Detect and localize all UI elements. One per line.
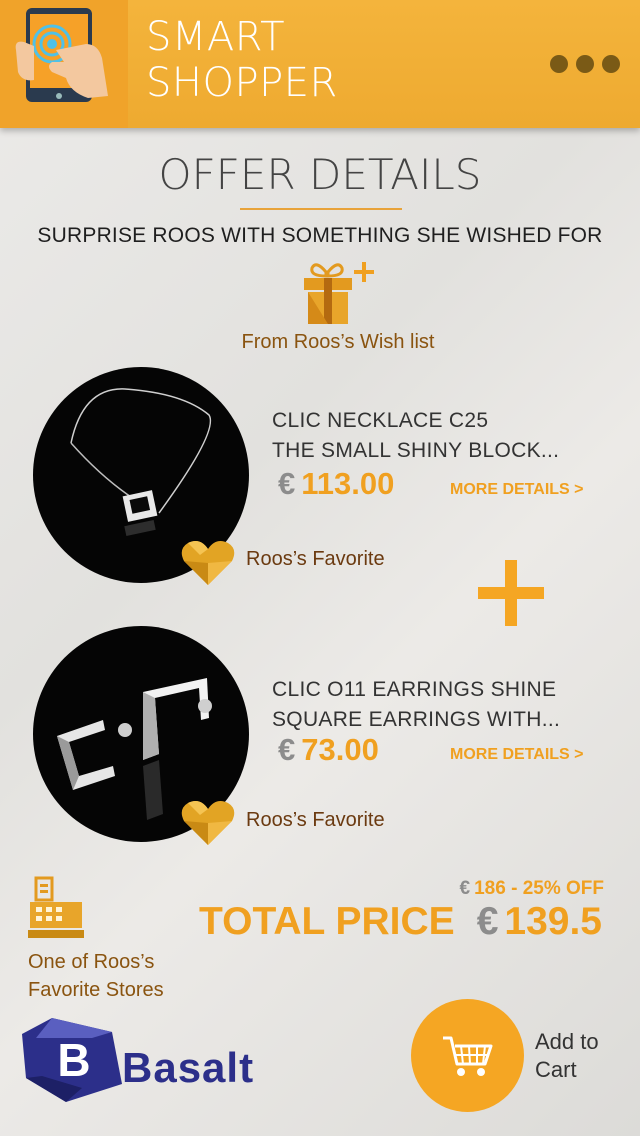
product-name-line1: CLIC NECKLACE C25 xyxy=(272,409,489,432)
currency-symbol: € xyxy=(278,466,296,501)
more-details-link[interactable]: MORE DETAILS > xyxy=(450,481,584,498)
store-name: Basalt xyxy=(122,1044,255,1091)
product-name-line2: THE SMALL SHINY BLOCK... xyxy=(272,439,560,462)
tablet-touch-icon xyxy=(15,8,108,102)
original-price: €186 - 25% OFF xyxy=(460,878,604,900)
original-price-value: 186 - 25% OFF xyxy=(474,878,604,899)
add-to-cart-button[interactable] xyxy=(411,999,524,1112)
more-dots-icon[interactable] xyxy=(550,55,620,73)
product-name-earrings[interactable]: CLIC O11 EARRINGS SHINE SQUARE EARRINGS … xyxy=(272,675,560,735)
shopping-cart-icon xyxy=(442,1036,492,1076)
favorite-store-label: One of Roos’s Favorite Stores xyxy=(28,948,164,1004)
page-title: OFFER DETAILS xyxy=(158,150,482,199)
total-label: TOTAL PRICE xyxy=(198,900,455,943)
app-title-line1: SMART xyxy=(146,14,286,60)
total-price: TOTAL PRICE €139.5 xyxy=(199,900,602,944)
currency-symbol: € xyxy=(459,878,471,899)
store-label-line1: One of Roos’s xyxy=(28,951,155,973)
product-price-earrings: €73.00 xyxy=(278,732,379,768)
app-title: SMART SHOPPER xyxy=(146,14,338,106)
product-price-necklace: €113.00 xyxy=(278,466,394,502)
title-divider xyxy=(240,208,402,210)
favorite-label: Roos’s Favorite xyxy=(246,809,385,831)
product-name-line2: SQUARE EARRINGS WITH... xyxy=(272,708,561,731)
favorite-heart-icon xyxy=(181,541,235,585)
cart-label-line2: Cart xyxy=(535,1057,577,1082)
necklace-image xyxy=(70,388,212,537)
page-subtitle: SURPRISE ROOS WITH SOMETHING SHE WISHED … xyxy=(37,224,603,247)
wishlist-label: From Roos’s Wish list xyxy=(241,331,435,353)
product-name-necklace[interactable]: CLIC NECKLACE C25 THE SMALL SHINY BLOCK.… xyxy=(272,406,559,466)
earrings-image xyxy=(57,678,212,820)
app-logo xyxy=(0,0,128,128)
app-title-line2: SHOPPER xyxy=(146,60,338,106)
logo-letter: B xyxy=(57,1034,90,1086)
total-value: 139.5 xyxy=(504,900,602,943)
product-name-line1: CLIC O11 EARRINGS SHINE xyxy=(272,678,557,701)
store-register-icon xyxy=(28,876,84,938)
store-label-line2: Favorite Stores xyxy=(28,979,164,1001)
basalt-logo-icon: B xyxy=(22,1018,122,1102)
favorite-heart-icon xyxy=(181,801,235,845)
price-value: 113.00 xyxy=(301,466,395,501)
gift-plus-icon xyxy=(304,262,374,324)
currency-symbol: € xyxy=(476,900,499,943)
app-header: SMART SHOPPER xyxy=(0,0,640,128)
plus-icon xyxy=(478,560,544,626)
currency-symbol: € xyxy=(278,732,296,767)
cart-label-line1: Add to xyxy=(535,1029,599,1054)
add-to-cart-label[interactable]: Add to Cart xyxy=(535,1028,599,1084)
more-details-link[interactable]: MORE DETAILS > xyxy=(450,746,584,763)
price-value: 73.00 xyxy=(301,732,379,767)
favorite-label: Roos’s Favorite xyxy=(246,548,385,570)
